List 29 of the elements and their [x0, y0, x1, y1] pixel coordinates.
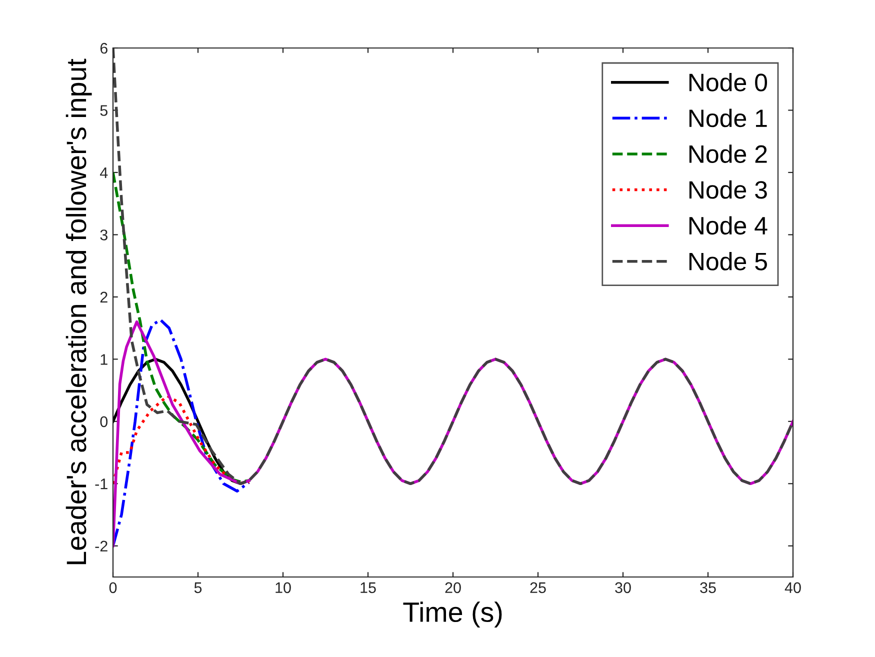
x-tick-label: 35 [700, 582, 716, 594]
y-tick-label: 5 [100, 105, 108, 116]
x-tick-label: 40 [784, 582, 801, 594]
line-series [113, 171, 250, 484]
x-tick-label: 10 [276, 582, 291, 594]
x-tick-label: 5 [194, 582, 202, 594]
x-tick-label: 30 [615, 582, 631, 594]
y-tick-label: 2 [100, 292, 108, 302]
legend-label: Node 2 [689, 144, 767, 163]
legend-label: Node 5 [689, 252, 767, 270]
legend-label: Node 0 [689, 73, 768, 92]
y-tick-label: -1 [95, 478, 108, 490]
legend-label: Node 3 [689, 180, 767, 199]
y-tick-label: 4 [100, 167, 108, 178]
x-tick-label: 20 [445, 582, 461, 594]
line-series [113, 318, 250, 548]
y-tick-label: -2 [95, 540, 108, 552]
x-tick-label: 0 [109, 582, 117, 594]
line-series [113, 394, 250, 486]
y-axis-title: Leader's acceleration and follower's input [66, 58, 92, 564]
legend-label: Node 1 [689, 108, 767, 128]
x-tick-label: 25 [530, 582, 546, 594]
y-tick-label: 6 [100, 42, 108, 54]
y-tick-label: 1 [100, 354, 108, 365]
x-tick-label: 15 [360, 582, 376, 594]
x-axis-title: Time (s) [403, 602, 502, 628]
legend-label: Node 4 [689, 216, 768, 235]
y-tick-label: 0 [100, 416, 108, 428]
y-tick-label: 3 [100, 230, 108, 240]
